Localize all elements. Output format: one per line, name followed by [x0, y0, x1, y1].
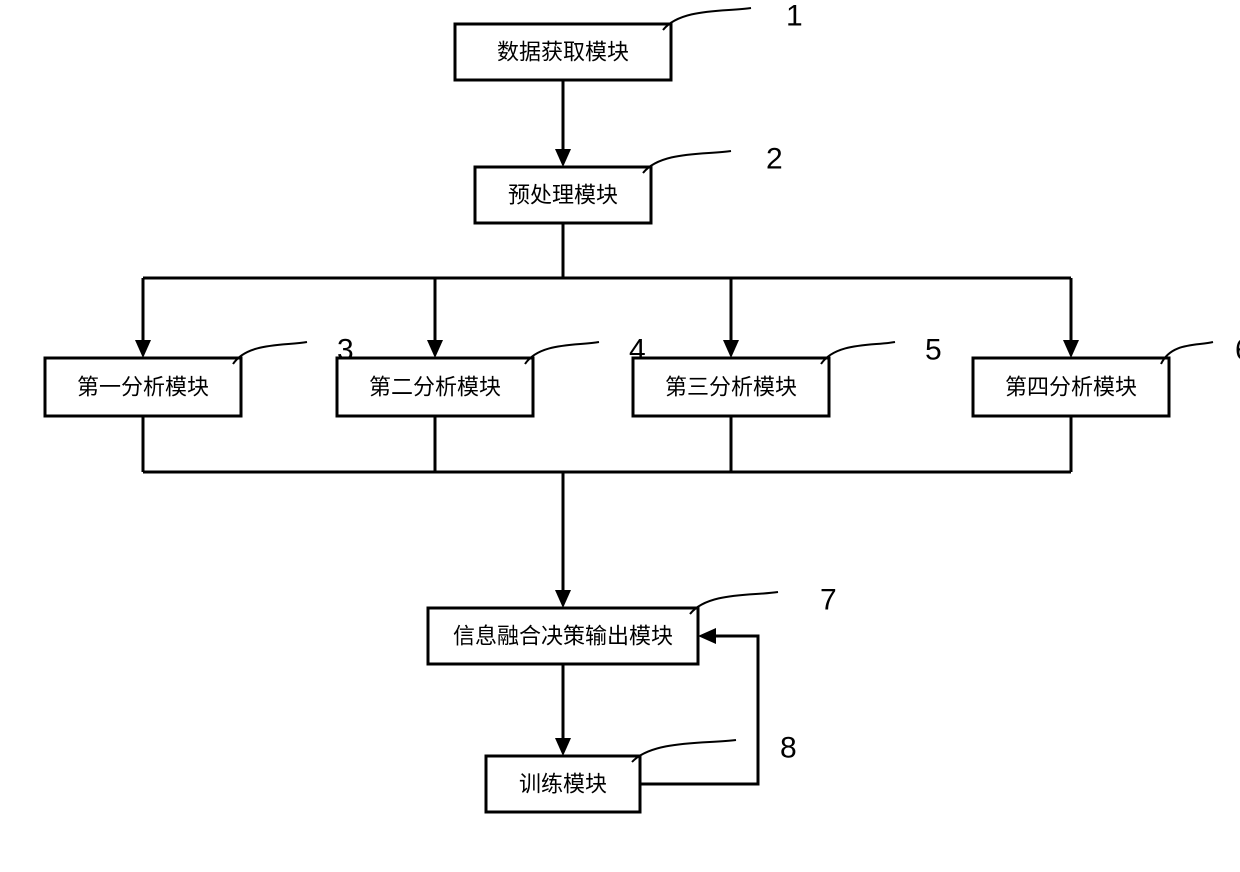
- fanin-arrow: [555, 590, 571, 608]
- node-n5: 第三分析模块 5: [633, 334, 942, 417]
- ref-number-n5: 5: [925, 334, 942, 367]
- ref-number-n8: 8: [780, 732, 797, 765]
- node-n4: 第二分析模块4: [337, 334, 646, 417]
- ref-number-n6: 6: [1235, 334, 1240, 367]
- feedback-arrow: [698, 628, 716, 644]
- fanout-arrow-n4: [427, 340, 443, 358]
- label-n3: 第一分析模块: [77, 375, 209, 400]
- callout-n4: [525, 342, 599, 364]
- nodes: 数据获取模块 1 预处理模块 2 第一分析模块3第二分析模块4 第三分析模块 5 第四分析模块…: [45, 0, 1240, 812]
- label-n1: 数据获取模块: [497, 40, 629, 65]
- node-n8: 训练模块 8: [486, 732, 797, 813]
- callout-n8: [632, 740, 736, 762]
- label-n4: 第二分析模块: [369, 375, 501, 400]
- node-n1: 数据获取模块 1: [455, 0, 803, 80]
- fanout-arrow-n6: [1063, 340, 1079, 358]
- callout-n2: [643, 151, 731, 173]
- label-n6: 第四分析模块: [1005, 375, 1137, 400]
- ref-number-n7: 7: [820, 584, 837, 617]
- callout-n1: [663, 8, 751, 30]
- label-n5: 第三分析模块: [665, 375, 797, 400]
- node-n6: 第四分析模块 6: [973, 334, 1240, 417]
- fanout-arrow-n5: [723, 340, 739, 358]
- ref-number-n1: 1: [786, 0, 803, 33]
- label-n8: 训练模块: [519, 772, 607, 797]
- ref-number-n2: 2: [766, 143, 783, 176]
- callout-n3: [233, 342, 307, 364]
- arrow-n7-n8: [555, 738, 571, 756]
- callout-n5: [821, 342, 895, 364]
- node-n7: 信息融合决策输出模块 7: [428, 584, 837, 665]
- flowchart-diagram: 数据获取模块 1 预处理模块 2 第一分析模块3第二分析模块4 第三分析模块 5 第四分析模块…: [0, 0, 1240, 872]
- arrow-n1-n2: [555, 149, 571, 167]
- node-n3: 第一分析模块3: [45, 334, 354, 417]
- callout-n7: [690, 592, 778, 614]
- label-n2: 预处理模块: [508, 183, 618, 208]
- label-n7: 信息融合决策输出模块: [453, 624, 673, 649]
- node-n2: 预处理模块 2: [475, 143, 783, 224]
- fanout-arrow-n3: [135, 340, 151, 358]
